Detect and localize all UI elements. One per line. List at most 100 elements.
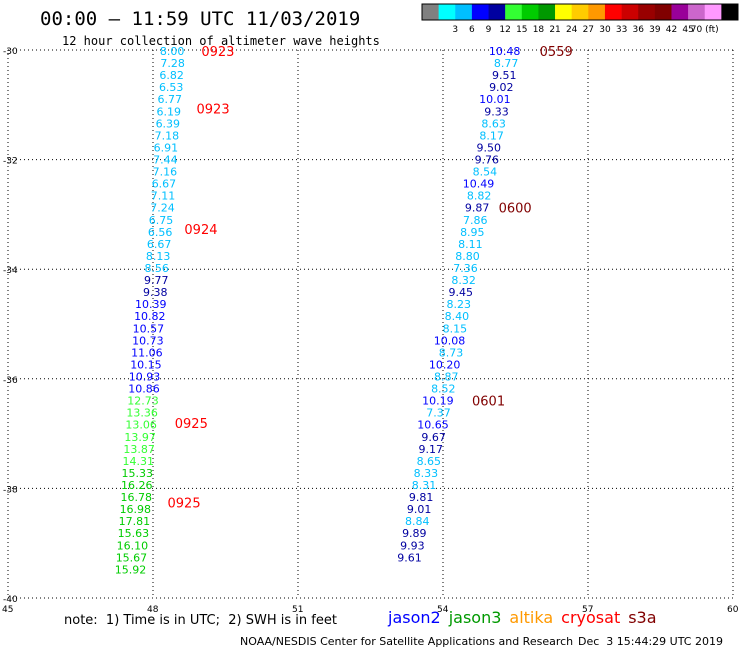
- data-point: 10.86: [128, 383, 160, 396]
- colorbar-label: 3: [452, 25, 458, 35]
- data-point: 6.56: [148, 226, 173, 239]
- data-point: 12.73: [127, 395, 159, 408]
- data-points: 8.007.286.826.536.776.196.397.186.917.44…: [115, 45, 521, 576]
- colorbar-frame: [421, 3, 739, 21]
- data-point: 10.65: [417, 419, 449, 432]
- x-tick-label: 60: [727, 605, 739, 615]
- colorbar-label: 12: [499, 25, 510, 35]
- data-point: 9.38: [143, 286, 168, 299]
- data-point: 10.15: [130, 358, 162, 371]
- chart-grid: [7, 49, 734, 599]
- data-point: 7.16: [153, 166, 178, 179]
- data-point: 8.17: [479, 129, 504, 142]
- time-annotation: 0601: [472, 395, 505, 410]
- data-point: 7.44: [153, 154, 178, 167]
- data-point: 9.81: [409, 491, 434, 504]
- data-point: 6.39: [156, 117, 181, 130]
- colorbar-swatch: [721, 4, 739, 20]
- data-point: 9.61: [397, 551, 422, 564]
- data-point: 8.40: [445, 310, 470, 323]
- colorbar-label: 9: [486, 25, 492, 35]
- data-point: 6.53: [159, 81, 184, 94]
- data-point: 15.92: [115, 563, 147, 576]
- y-tick-label: -32: [3, 157, 18, 167]
- colorbar-swatch: [555, 4, 572, 20]
- colorbar-label: 39: [649, 25, 661, 35]
- colorbar-swatch: [455, 4, 473, 20]
- data-point: 9.45: [448, 286, 473, 299]
- x-tick-label: 54: [437, 605, 449, 615]
- colorbar-label: 15: [516, 25, 527, 35]
- data-point: 8.56: [144, 262, 169, 275]
- page-subtitle: 12 hour collection of altimeter wave hei…: [62, 34, 380, 48]
- data-point: 9.87: [465, 202, 490, 215]
- colorbar-label: 42: [666, 25, 677, 35]
- data-point: 15.67: [116, 551, 148, 564]
- data-point: 8.31: [412, 479, 437, 492]
- footer-credit: NOAA/NESDIS Center for Satellite Applica…: [240, 635, 574, 648]
- footer-timestamp: Dec 3 15:44:29 UTC 2019: [578, 635, 723, 648]
- data-point: 6.82: [159, 69, 184, 82]
- colorbar-swatch: [505, 4, 523, 20]
- data-point: 10.93: [129, 371, 161, 384]
- data-point: 8.00: [160, 45, 185, 58]
- data-point: 8.77: [494, 57, 519, 70]
- data-point: 15.63: [118, 527, 150, 540]
- colorbar-swatch: [438, 4, 456, 20]
- satellite-legend-cryosat: cryosat: [561, 608, 621, 627]
- colorbar-label: 33: [616, 25, 627, 35]
- data-point: 8.82: [467, 190, 492, 203]
- data-point: 9.77: [144, 274, 169, 287]
- satellite-legend-altika: altika: [509, 608, 554, 627]
- data-point: 10.73: [132, 334, 164, 347]
- x-tick-label: 51: [292, 605, 303, 615]
- data-point: 8.11: [458, 238, 483, 251]
- y-tick-label: -30: [3, 47, 18, 57]
- footer-note: note: 1) Time is in UTC; 2) SWH is in fe…: [64, 613, 337, 628]
- colorbar-label: 24: [566, 25, 578, 35]
- y-tick-label: -38: [3, 485, 18, 495]
- time-annotation: 0923: [197, 103, 230, 118]
- data-point: 8.63: [481, 117, 506, 130]
- data-point: 9.33: [484, 105, 509, 118]
- data-point: 13.06: [125, 419, 157, 432]
- x-tick-label: 57: [582, 605, 593, 615]
- data-point: 6.19: [157, 105, 182, 118]
- data-point: 10.48: [489, 45, 521, 58]
- data-point: 16.10: [117, 539, 149, 552]
- data-point: 15.33: [122, 467, 154, 480]
- data-point: 8.32: [451, 274, 476, 287]
- colorbar-swatch: [671, 4, 689, 20]
- colorbar-swatch: [688, 4, 706, 20]
- colorbar-label: 27: [583, 25, 594, 35]
- time-annotation: 0559: [540, 45, 573, 60]
- data-point: 7.24: [150, 202, 175, 215]
- data-point: 10.82: [134, 310, 166, 323]
- data-point: 11.06: [131, 346, 163, 359]
- data-point: 6.67: [152, 178, 177, 191]
- axis-ticks: 45 48 51 54 57 60 -30 -32 -34 -36 -38 -40: [2, 47, 739, 615]
- colorbar-swatch: [538, 4, 556, 20]
- data-point: 8.15: [443, 322, 468, 335]
- satellite-legend-s3a: s3a: [628, 608, 657, 627]
- data-point: 8.23: [447, 298, 472, 311]
- colorbar-label: 45: [682, 25, 693, 35]
- data-point: 10.01: [479, 93, 511, 106]
- data-point: 7.11: [151, 190, 176, 203]
- data-point: 13.36: [126, 407, 158, 420]
- y-tick-label: -36: [3, 376, 18, 386]
- satellite-legend-jason2: jason2: [388, 608, 441, 627]
- data-point: 6.67: [147, 238, 172, 251]
- data-point: 16.26: [121, 479, 153, 492]
- data-point: 6.77: [158, 93, 183, 106]
- colorbar-swatch: [471, 4, 489, 20]
- data-point: 7.37: [426, 407, 451, 420]
- data-point: 9.50: [477, 141, 502, 154]
- data-point: 17.81: [119, 515, 151, 528]
- data-point: 9.51: [492, 69, 517, 82]
- y-tick-label: -34: [3, 266, 18, 276]
- data-point: 10.39: [135, 298, 167, 311]
- data-point: 8.73: [439, 346, 464, 359]
